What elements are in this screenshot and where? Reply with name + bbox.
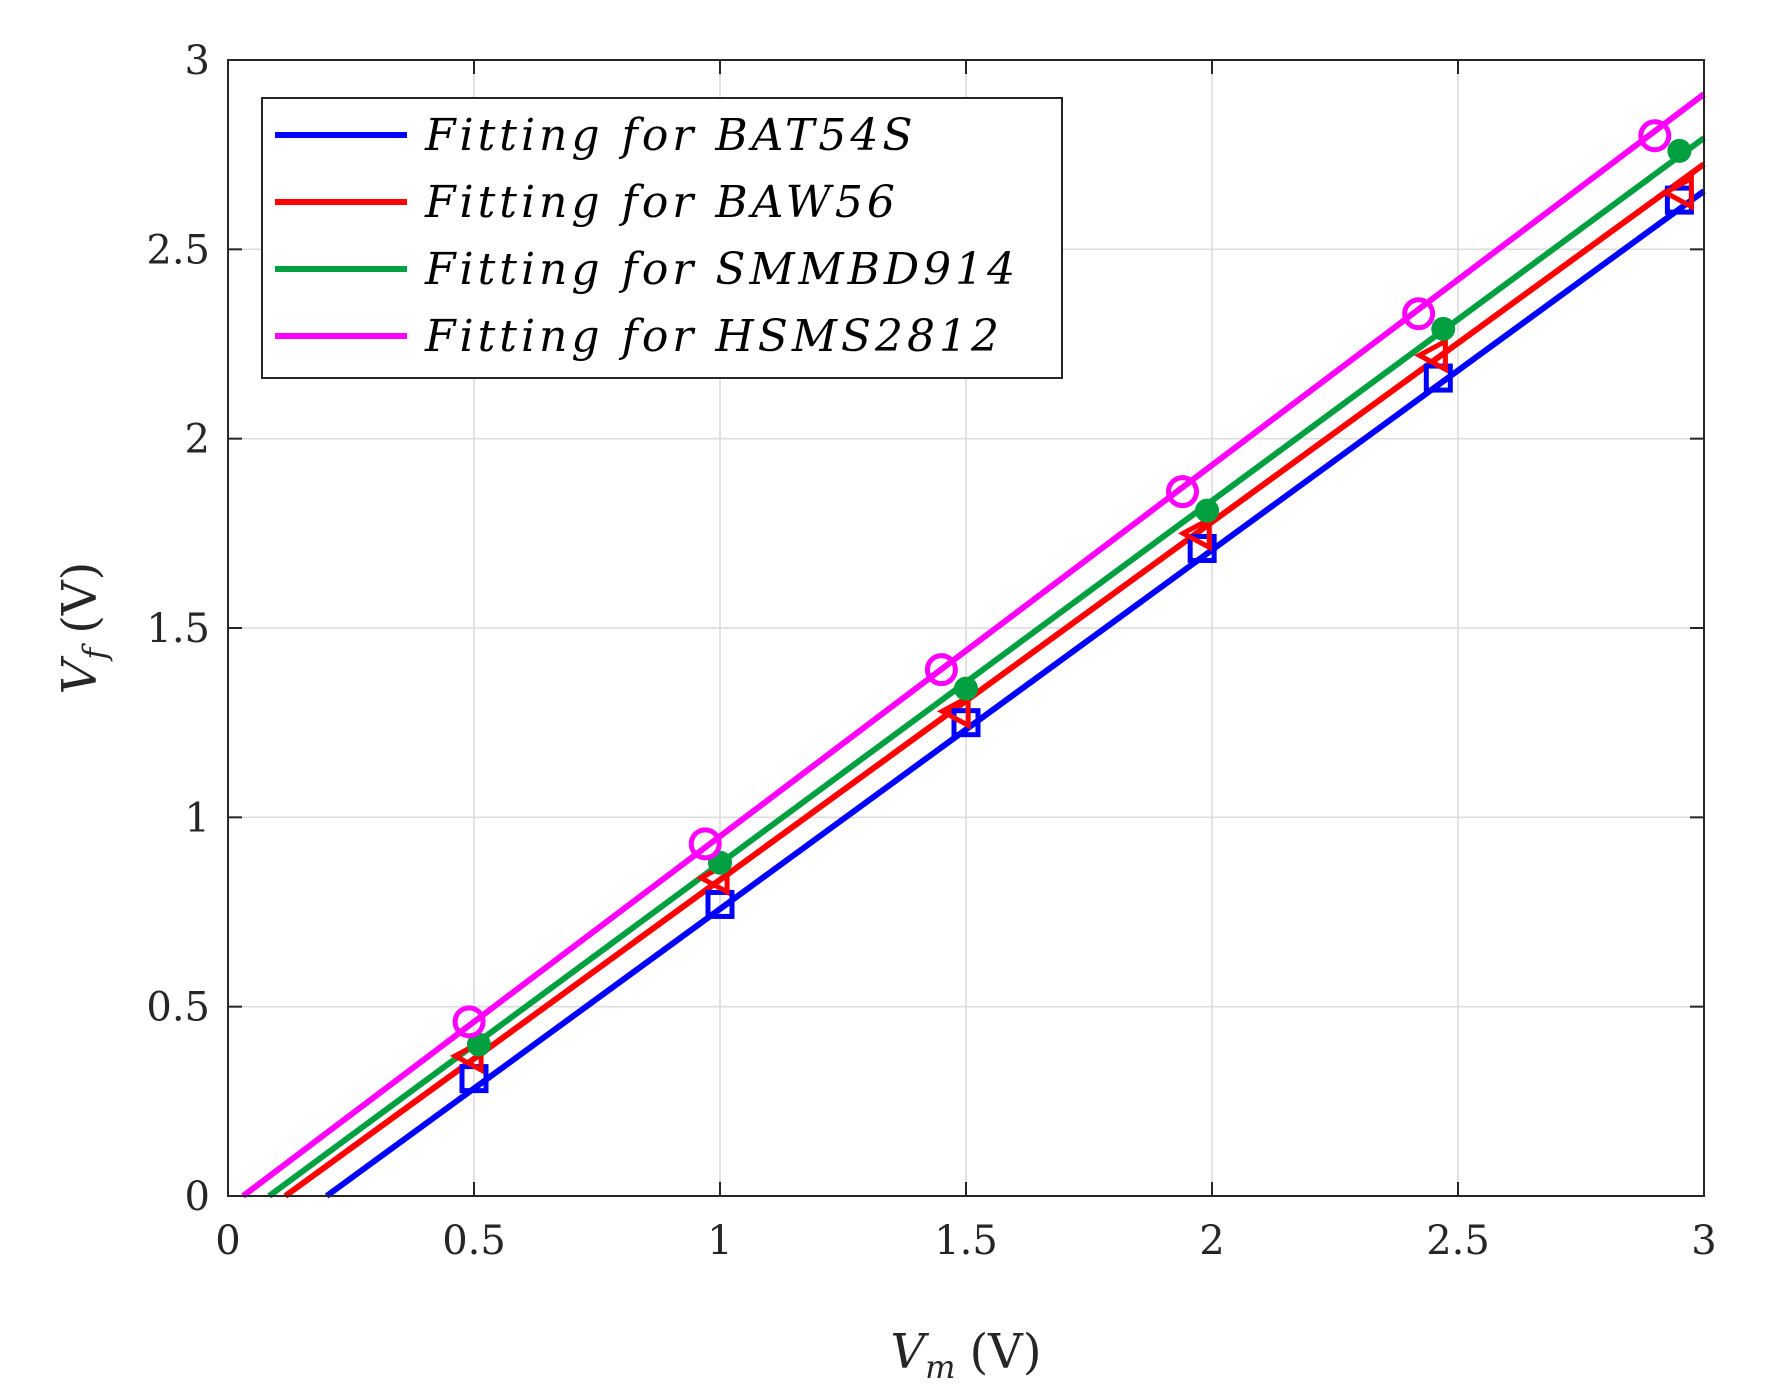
x-tick-label: 2.5	[1426, 1218, 1490, 1264]
x-tick-label: 2	[1199, 1218, 1224, 1264]
y-tick-label: 2.5	[146, 227, 210, 273]
data-markers	[449, 119, 1694, 1094]
x-axis-symbol: V	[890, 1324, 929, 1380]
legend-label-bat54s: Fitting for BAT54S	[424, 110, 917, 161]
x-tick-label: 3	[1691, 1218, 1716, 1264]
legend-label-baw56: Fitting for BAW56	[424, 177, 899, 228]
legend-box	[261, 97, 1063, 379]
data-point-s2-p2	[954, 676, 978, 701]
fit-lines	[241, 91, 1706, 1199]
y-tick-label: 1.5	[146, 606, 210, 652]
data-point-s3-p0	[452, 1005, 486, 1039]
data-point-s1-p4	[1414, 337, 1448, 374]
y-axis-unit: (V)	[52, 562, 108, 634]
data-point-s0-p1	[705, 889, 735, 919]
y-tick-label: 0	[185, 1174, 210, 1220]
legend: Fitting for BAT54S Fitting for BAW56 Fit…	[261, 97, 1063, 379]
data-point-s3-p4	[1402, 297, 1436, 331]
x-axis-subscript: m	[925, 1348, 955, 1386]
data-point-s3-p1	[688, 827, 722, 861]
x-axis-unit: (V)	[969, 1324, 1041, 1380]
data-point-s2-p3	[1195, 498, 1220, 523]
y-tick-label: 3	[185, 38, 210, 84]
y-tick-label: 0.5	[146, 985, 210, 1031]
legend-label-hsms2812: Fitting for HSMS2812	[424, 311, 1003, 362]
y-axis-symbol: V	[52, 655, 108, 694]
data-point-s1-p3	[1177, 515, 1212, 552]
x-axis-label: Vm (V)	[890, 1324, 1041, 1386]
fit-line-0	[324, 188, 1706, 1199]
x-tick-label: 0.5	[442, 1218, 506, 1264]
y-tick-label: 1	[185, 795, 210, 841]
x-tick-label: 1.5	[934, 1218, 998, 1264]
y-axis-label: Vf(V)	[52, 562, 114, 695]
fit-line-2	[267, 135, 1706, 1199]
fit-line-3	[241, 91, 1706, 1199]
data-point-s3-p2	[924, 653, 958, 687]
x-tick-label: 1	[707, 1218, 732, 1264]
data-point-s2-p4	[1431, 316, 1456, 341]
x-tick-label: 0	[215, 1218, 240, 1264]
data-point-s2-p5	[1667, 138, 1692, 163]
legend-label-smmbd914: Fitting for SMMBD914	[424, 244, 1019, 295]
data-point-s1-p2	[936, 693, 971, 730]
y-tick-label: 2	[185, 417, 210, 463]
data-point-s2-p0	[466, 1032, 491, 1057]
data-point-s0-p3	[1187, 533, 1217, 563]
fit-line-1	[283, 161, 1706, 1199]
data-point-s3-p3	[1165, 475, 1199, 509]
data-point-s3-p5	[1638, 119, 1672, 153]
data-point-s1-p5	[1660, 174, 1694, 211]
axis-ticks: 0 0.5 1 1.5 2 2.5 3 0 0.5 1 1.5 2 2.5 3	[146, 38, 1716, 1264]
